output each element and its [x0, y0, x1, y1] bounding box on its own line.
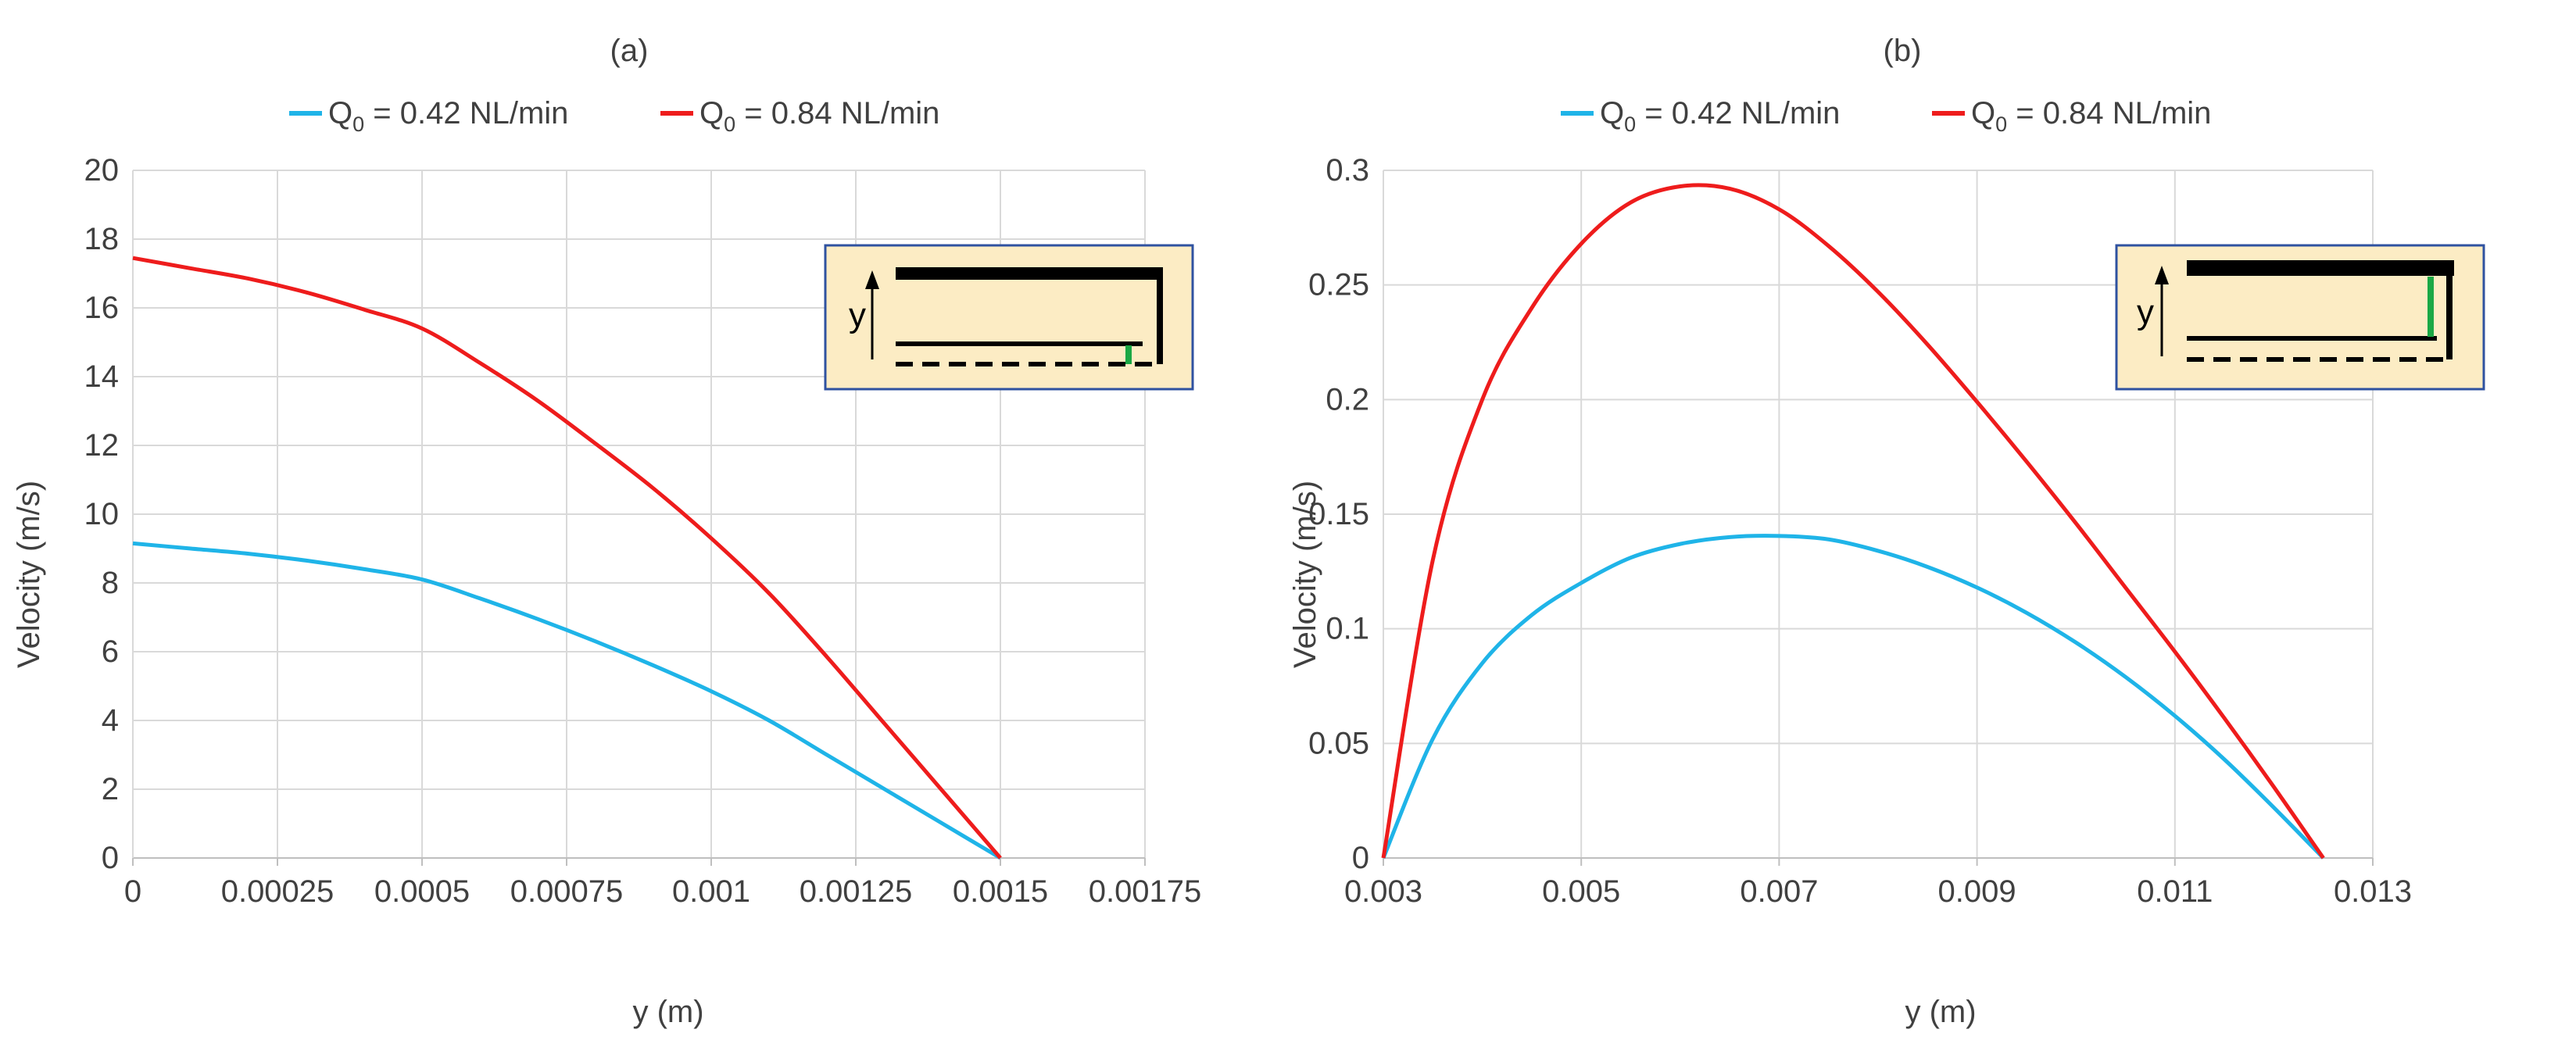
chart-a-x-tick-label-7: 0.00175	[1089, 874, 1202, 909]
chart-a-y-tick-label-2: 4	[102, 703, 119, 738]
chart-b-inset-arrow-icon	[2155, 266, 2169, 284]
chart-b-gridlines	[1383, 170, 2374, 858]
chart-a-series-line-1	[132, 256, 1002, 860]
chart-b-x-tick-label-1: 0.005	[1542, 874, 1620, 909]
chart-a-legend: Q0 = 0.42 NL/min Q0 = 0.84 NL/min	[289, 96, 939, 136]
chart-b-title: (b)	[1884, 34, 1922, 68]
chart-b: (b) Q0 = 0.42 NL/min Q0 = 0.84 NL/min 00…	[1288, 34, 2485, 1029]
chart-a-x-tick-label-0: 0	[124, 874, 141, 909]
chart-b-y-tick-label-2: 0.1	[1326, 612, 1369, 646]
chart-b-y-tick-label-6: 0.3	[1326, 153, 1369, 188]
chart-b-y-tick-label-0: 0	[1352, 841, 1369, 875]
chart-b-x-tick-label-3: 0.009	[1938, 874, 2016, 909]
chart-a: (a) Q0 = 0.42 NL/min Q0 = 0.84 NL/min 02…	[12, 34, 1201, 1029]
chart-b-y-tick-labels: 0 0.05 0.1 0.15 0.2 0.25 0.3	[1308, 153, 1369, 875]
chart-a-title: (a)	[610, 34, 649, 68]
chart-b-legend-label-0: = 0.42 NL/min	[1636, 96, 1840, 130]
chart-a-y-tick-label-10: 20	[84, 153, 120, 188]
chart-b-x-tick-label-4: 0.011	[2137, 874, 2213, 909]
chart-a-y-tick-label-7: 14	[84, 359, 120, 394]
chart-a-x-tick-label-1: 0.00025	[221, 874, 335, 909]
chart-b-legend-item-1: Q0 = 0.84 NL/min	[1932, 96, 2211, 136]
chart-a-inset-axis-letter: y	[849, 296, 866, 334]
chart-b-legend-sub-0: 0	[1624, 113, 1636, 136]
chart-a-legend-sub-0: 0	[352, 113, 364, 136]
chart-b-y-tick-label-1: 0.05	[1308, 726, 1369, 760]
chart-b-inset-axis-letter: y	[2137, 293, 2154, 331]
chart-a-inset-schematic	[824, 244, 1194, 391]
chart-a-y-axis-label: Velocity (m/s)	[12, 481, 46, 668]
chart-a-series-line-0	[132, 541, 1002, 860]
chart-b-series-line-0	[1381, 534, 2325, 860]
chart-b-x-tick-label-5: 0.013	[2334, 874, 2412, 909]
chart-b-x-tick-label-2: 0.007	[1740, 874, 1818, 909]
chart-a-x-tick-label-4: 0.001	[672, 874, 750, 909]
chart-b-series-line-1	[1381, 183, 2325, 860]
chart-b-axes	[1383, 170, 2374, 866]
chart-a-x-tick-label-5: 0.00125	[800, 874, 913, 909]
chart-a-x-tick-label-6: 0.0015	[953, 874, 1048, 909]
chart-b-x-tick-labels: 0.003 0.005 0.007 0.009 0.011 0.013	[1344, 874, 2412, 909]
chart-a-legend-item-0: Q0 = 0.42 NL/min	[289, 96, 568, 136]
chart-b-y-axis-label: Velocity (m/s)	[1288, 481, 1322, 668]
chart-a-y-tick-label-1: 2	[102, 772, 119, 806]
chart-b-legend-label-1: = 0.84 NL/min	[2007, 96, 2211, 130]
chart-b-legend-sub-1: 0	[1995, 113, 2007, 136]
svg-text:Q0 = 0.84 NL/min: Q0 = 0.84 NL/min	[699, 96, 939, 136]
chart-b-legend-item-0: Q0 = 0.42 NL/min	[1561, 96, 1840, 136]
chart-b-x-axis-label: y (m)	[1905, 995, 1976, 1029]
chart-a-legend-name-1: Q	[699, 96, 724, 130]
chart-a-legend-label-0: = 0.42 NL/min	[364, 96, 568, 130]
chart-a-y-tick-label-5: 10	[84, 497, 120, 531]
chart-a-y-tick-label-9: 18	[84, 222, 120, 256]
chart-a-y-tick-label-3: 6	[102, 635, 119, 669]
chart-a-legend-name-0: Q	[328, 96, 352, 130]
chart-b-legend-name-0: Q	[1600, 96, 1624, 130]
svg-text:Q0 = 0.84 NL/min: Q0 = 0.84 NL/min	[1971, 96, 2211, 136]
chart-a-series	[132, 256, 1002, 860]
svg-text:Q0 = 0.42 NL/min: Q0 = 0.42 NL/min	[1600, 96, 1840, 136]
chart-a-y-tick-labels: 0 2 4 6 8 10 12 14 16 18 20	[84, 153, 120, 875]
chart-a-inset-arrow-icon	[865, 270, 879, 289]
chart-a-y-tick-label-8: 16	[84, 291, 120, 325]
chart-b-y-tick-label-4: 0.2	[1326, 382, 1369, 416]
chart-b-y-tick-label-3: 0.15	[1308, 497, 1369, 531]
svg-text:Q0 = 0.42 NL/min: Q0 = 0.42 NL/min	[328, 96, 568, 136]
chart-a-x-tick-label-2: 0.0005	[374, 874, 470, 909]
chart-a-y-tick-label-6: 12	[84, 428, 120, 463]
chart-b-series	[1381, 183, 2325, 860]
chart-b-legend: Q0 = 0.42 NL/min Q0 = 0.84 NL/min	[1561, 96, 2211, 136]
chart-a-x-tick-label-3: 0.00075	[510, 874, 624, 909]
chart-b-y-tick-label-5: 0.25	[1308, 268, 1369, 302]
chart-a-legend-item-1: Q0 = 0.84 NL/min	[660, 96, 939, 136]
chart-b-x-tick-label-0: 0.003	[1344, 874, 1422, 909]
chart-a-y-tick-label-4: 8	[102, 566, 119, 600]
chart-a-x-axis-label: y (m)	[632, 995, 703, 1029]
chart-a-legend-label-1: = 0.84 NL/min	[735, 96, 939, 130]
chart-a-y-tick-label-0: 0	[102, 841, 119, 875]
chart-b-legend-name-1: Q	[1971, 96, 1995, 130]
chart-a-legend-sub-1: 0	[724, 113, 735, 136]
chart-b-inset-schematic	[2115, 244, 2485, 391]
chart-a-axes	[132, 170, 1146, 866]
chart-a-x-tick-labels: 0 0.00025 0.0005 0.00075 0.001 0.00125 0.0015 0…	[124, 874, 1201, 909]
